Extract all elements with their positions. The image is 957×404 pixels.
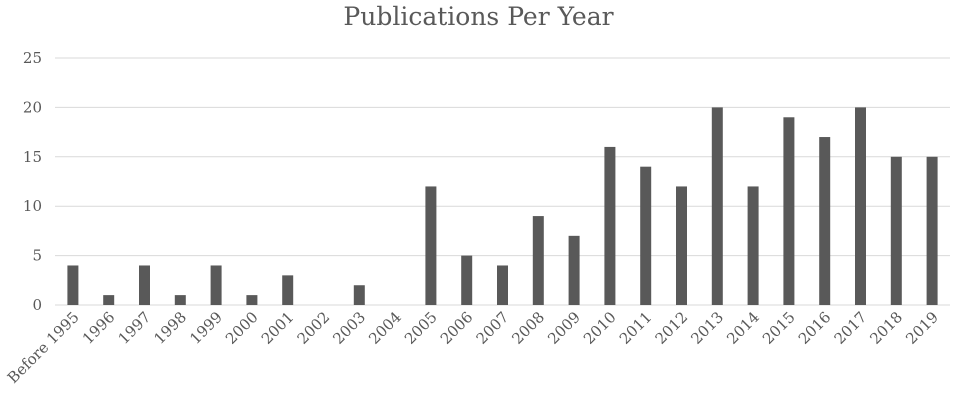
x-tick-label: 2000	[222, 308, 262, 348]
x-tick-label: 2005	[401, 308, 441, 348]
x-tick-label: 2008	[508, 308, 548, 348]
bar	[425, 186, 437, 305]
bar	[819, 137, 831, 305]
x-tick-label: 2013	[687, 308, 727, 348]
bar	[890, 156, 902, 305]
y-axis-tick-labels: 0 5 10 15 20 25	[23, 49, 42, 314]
bar	[532, 216, 544, 305]
y-tick-label: 25	[23, 49, 42, 67]
x-tick-label: 2003	[329, 308, 369, 348]
x-tick-label: 2012	[652, 308, 692, 348]
x-tick-label: 1998	[150, 308, 190, 348]
bar	[783, 117, 795, 305]
x-tick-label: 2006	[437, 308, 477, 348]
bar	[353, 285, 365, 305]
bar	[640, 166, 652, 305]
x-tick-label: 2004	[365, 308, 405, 348]
x-tick-label: 2019	[902, 308, 942, 348]
x-tick-label: 2017	[831, 308, 871, 348]
bar	[676, 186, 687, 305]
bar	[282, 275, 294, 305]
bar	[568, 235, 580, 305]
bar	[926, 156, 938, 305]
x-tick-label: Before 1995	[4, 308, 83, 387]
x-tick-label: 2014	[723, 308, 763, 348]
y-tick-label: 20	[23, 98, 42, 116]
x-tick-label: 2015	[759, 308, 799, 348]
bar	[246, 295, 258, 305]
x-tick-label: 2016	[795, 308, 835, 348]
bar	[497, 265, 508, 305]
y-tick-label: 10	[23, 197, 42, 215]
bar	[747, 186, 759, 305]
bar	[604, 146, 616, 305]
x-axis-tick-labels: Before 199519961997199819992000200120022…	[4, 308, 942, 387]
x-tick-label: 1999	[186, 308, 226, 348]
bar	[67, 265, 79, 305]
bars	[67, 107, 938, 306]
bar	[855, 107, 866, 306]
bar	[174, 295, 186, 305]
x-tick-label: 2018	[866, 308, 906, 348]
bar	[210, 265, 222, 305]
y-tick-label: 5	[32, 247, 42, 265]
x-tick-label: 2011	[616, 308, 656, 348]
x-tick-label: 1996	[79, 308, 119, 348]
x-tick-label: 2010	[580, 308, 620, 348]
bar	[103, 295, 115, 305]
y-tick-label: 15	[23, 148, 42, 166]
bar	[139, 265, 150, 305]
x-tick-label: 2002	[294, 308, 334, 348]
x-tick-label: 2007	[473, 308, 513, 348]
x-tick-label: 2001	[258, 308, 298, 348]
y-tick-label: 0	[32, 296, 42, 314]
bar	[461, 255, 473, 305]
chart-title: Publications Per Year	[343, 2, 614, 31]
gridlines	[55, 57, 950, 306]
x-tick-label: 2009	[544, 308, 584, 348]
bar	[711, 107, 723, 306]
x-tick-label: 1997	[115, 308, 155, 348]
